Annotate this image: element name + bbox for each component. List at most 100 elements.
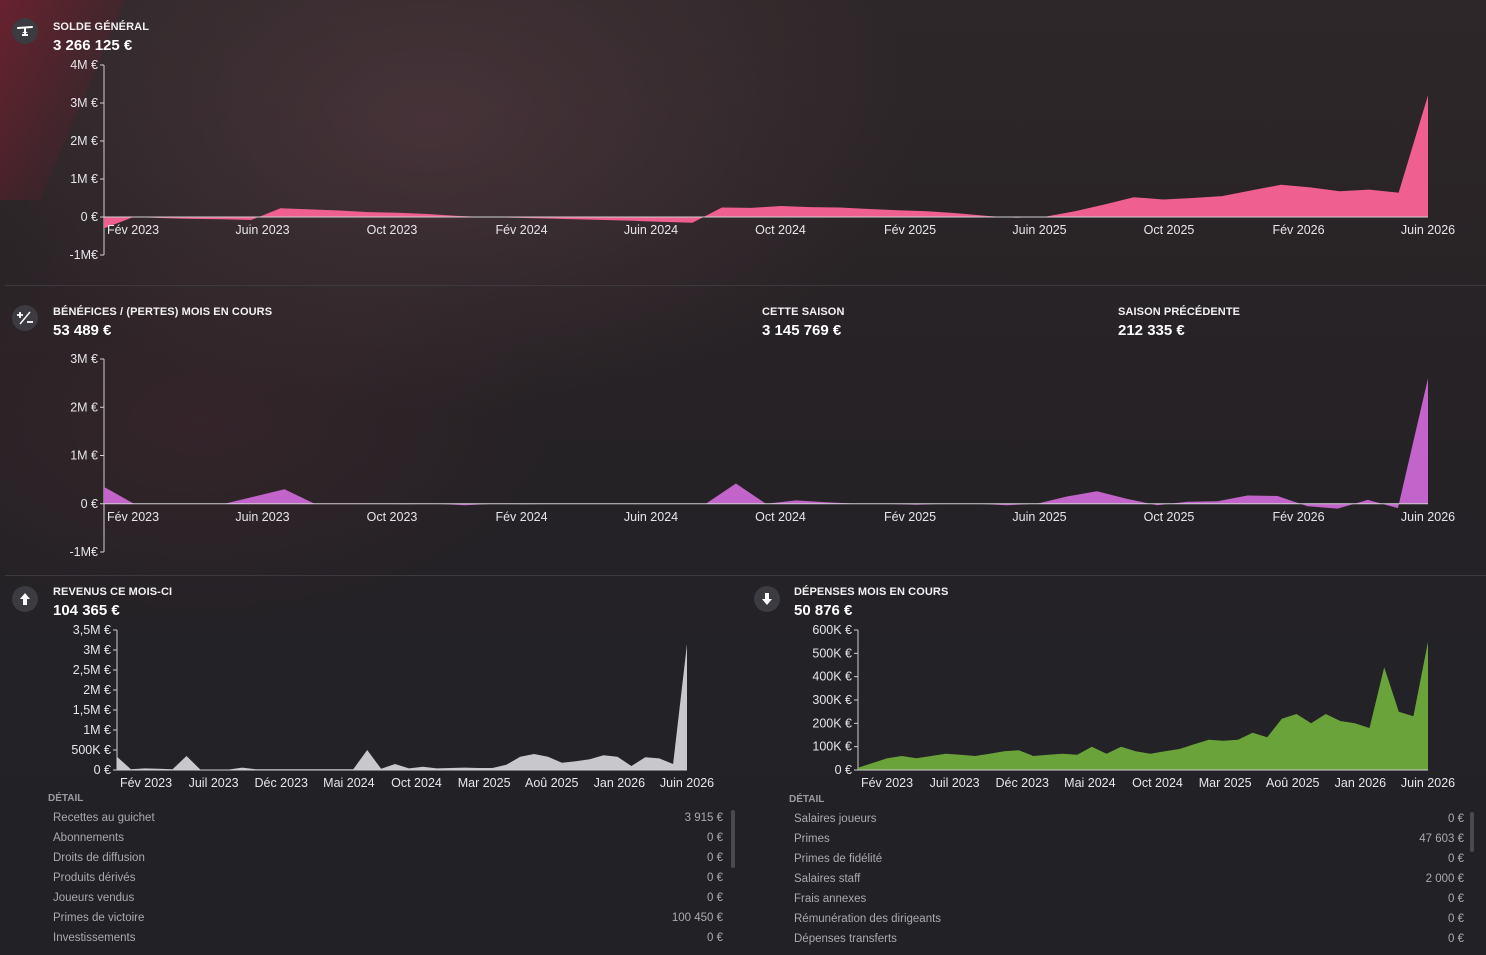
x-tick-label: Juin 2026: [1401, 776, 1455, 790]
y-tick-label: 3,5M €: [73, 623, 111, 637]
y-tick-label: 3M €: [70, 352, 98, 366]
y-tick-label: 4M €: [70, 58, 98, 72]
x-tick-label: Oct 2024: [391, 776, 442, 790]
x-tick-label: Juin 2024: [624, 510, 678, 524]
y-tick-label: 2,5M €: [73, 663, 111, 677]
x-tick-label: Aoû 2025: [1266, 776, 1320, 790]
x-tick-label: Oct 2023: [367, 510, 418, 524]
list-item: Salaires joueurs 0 €: [794, 813, 1464, 825]
x-tick-label: Mar 2025: [458, 776, 511, 790]
x-tick-label: Juin 2026: [1401, 223, 1455, 237]
list-item: Abonnements 0 €: [53, 832, 723, 844]
previous-season-label: SAISON PRÉCÉDENTE: [1118, 306, 1241, 318]
section-divider: [5, 285, 1486, 286]
list-item: Salaires staff 2 000 €: [794, 873, 1464, 885]
x-tick-label: Oct 2025: [1144, 223, 1195, 237]
list-item: Rémunération des dirigeants 0 €: [794, 913, 1464, 925]
previous-season-value: 212 335 €: [1118, 322, 1185, 339]
x-tick-label: Aoû 2025: [525, 776, 579, 790]
x-tick-label: Juil 2023: [930, 776, 980, 790]
x-tick-label: Fév 2023: [107, 510, 159, 524]
x-tick-label: Fév 2025: [884, 223, 936, 237]
season-label: CETTE SAISON: [762, 306, 845, 318]
x-tick-label: Jan 2026: [594, 776, 645, 790]
season-value: 3 145 769 €: [762, 322, 842, 339]
x-tick-label: Juin 2023: [235, 510, 289, 524]
list-item: Primes de fidélité 0 €: [794, 853, 1464, 865]
income-value: 104 365 €: [53, 602, 120, 619]
x-tick-label: Mar 2025: [1199, 776, 1252, 790]
series-area: [858, 641, 1428, 770]
profit-value: 53 489 €: [53, 322, 112, 339]
y-tick-label: 3M €: [70, 96, 98, 110]
list-item: Joueurs vendus 0 €: [53, 892, 723, 904]
balance-value: 3 266 125 €: [53, 37, 133, 54]
x-tick-label: Déc 2023: [995, 776, 1049, 790]
y-tick-label: 500K €: [812, 646, 852, 660]
arrow-down-icon: [754, 586, 780, 612]
x-tick-label: Oct 2024: [1132, 776, 1183, 790]
balance-scale-icon: [12, 18, 38, 44]
x-tick-label: Mai 2024: [1064, 776, 1115, 790]
x-tick-label: Oct 2025: [1144, 510, 1195, 524]
profit-chart: 3M € 2M € 1M € 0 € -1M€ Fév 2023 Juin 2023 Oct …: [70, 352, 1456, 559]
x-tick-label: Juin 2026: [1401, 510, 1455, 524]
expenses-detail-list: Salaires joueurs 0 € Primes 47 603 € Prime…: [794, 809, 1464, 949]
income-detail-title: DÉTAIL: [48, 793, 84, 804]
list-item: Primes 47 603 €: [794, 833, 1464, 845]
y-tick-label: 2M €: [83, 683, 111, 697]
x-tick-label: Juin 2025: [1012, 510, 1066, 524]
arrow-up-icon: [12, 586, 38, 612]
x-tick-label: Juin 2025: [1012, 223, 1066, 237]
y-tick-label: 1M €: [83, 723, 111, 737]
y-tick-label: 3M €: [83, 643, 111, 657]
x-tick-label: Fév 2026: [1272, 510, 1324, 524]
x-tick-label: Fév 2025: [884, 510, 936, 524]
y-tick-label: -1M€: [70, 545, 99, 559]
x-tick-label: Mai 2024: [323, 776, 374, 790]
income-detail-list: Recettes au guichet 3 915 € Abonnements 0 …: [53, 808, 723, 948]
income-chart: 3,5M € 3M € 2,5M € 2M € 1,5M € 1M € 500K € 0 € F…: [71, 623, 714, 790]
x-tick-label: Juin 2026: [660, 776, 714, 790]
profit-label: BÉNÉFICES / (PERTES) MOIS EN COURS: [53, 306, 273, 318]
y-tick-label: 100K €: [812, 740, 852, 754]
x-tick-label: Déc 2023: [254, 776, 308, 790]
x-tick-label: Fév 2023: [120, 776, 172, 790]
list-item: Investissements 0 €: [53, 932, 723, 944]
y-tick-label: 1M €: [70, 449, 98, 463]
expenses-chart: 600K € 500K € 400K € 300K € 200K € 100K € 0 € F…: [812, 623, 1455, 790]
x-tick-label: Fév 2023: [861, 776, 913, 790]
list-item: Recettes au guichet 3 915 €: [53, 812, 723, 824]
list-item: Droits de diffusion 0 €: [53, 852, 723, 864]
y-tick-label: -1M€: [70, 248, 99, 262]
expenses-label: DÉPENSES MOIS EN COURS: [794, 586, 949, 598]
list-item: Frais annexes 0 €: [794, 893, 1464, 905]
balance-chart: 4M € 3M € 2M € 1M € 0 € -1M€ Fév 2023 Juin 2023…: [70, 58, 1456, 262]
series-area: [104, 378, 1428, 509]
x-tick-label: Oct 2024: [755, 510, 806, 524]
expenses-value: 50 876 €: [794, 602, 853, 619]
y-tick-label: 400K €: [812, 670, 852, 684]
income-detail-scrollbar[interactable]: [731, 810, 735, 868]
list-item: Produits dérivés 0 €: [53, 872, 723, 884]
list-item: Primes de victoire 100 450 €: [53, 912, 723, 924]
y-tick-label: 2M €: [70, 400, 98, 414]
y-tick-label: 200K €: [812, 716, 852, 730]
x-tick-label: Fév 2026: [1272, 223, 1324, 237]
y-tick-label: 0 €: [94, 763, 111, 777]
x-tick-label: Fév 2024: [495, 510, 547, 524]
y-tick-label: 2M €: [70, 134, 98, 148]
y-tick-label: 600K €: [812, 623, 852, 637]
balance-label: SOLDE GÉNÉRAL: [53, 21, 150, 33]
y-tick-label: 1M €: [70, 172, 98, 186]
x-tick-label: Fév 2023: [107, 223, 159, 237]
y-tick-label: 0 €: [81, 497, 98, 511]
expenses-detail-scrollbar[interactable]: [1470, 812, 1474, 852]
x-tick-label: Jan 2026: [1335, 776, 1386, 790]
y-tick-label: 1,5M €: [73, 703, 111, 717]
y-tick-label: 500K €: [71, 743, 111, 757]
x-tick-label: Juin 2023: [235, 223, 289, 237]
list-item: Dépenses transferts 0 €: [794, 933, 1464, 945]
x-tick-label: Fév 2024: [495, 223, 547, 237]
income-label: REVENUS CE MOIS-CI: [53, 586, 173, 598]
